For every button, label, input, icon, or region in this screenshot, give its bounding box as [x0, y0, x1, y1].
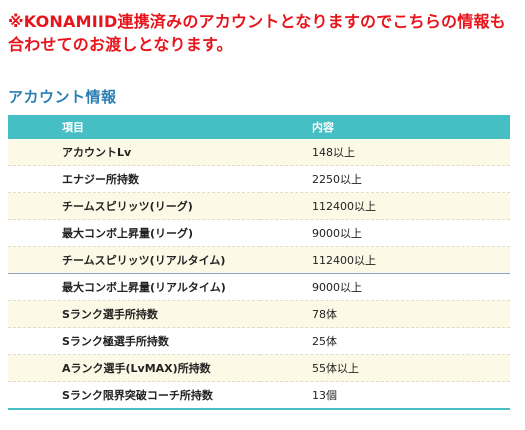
row-value: 2250以上 — [260, 165, 510, 193]
table-row: Sランク選手所持数 78体 — [8, 300, 510, 328]
table-row: エナジー所持数 2250以上 — [8, 165, 510, 193]
row-value: 25体 — [260, 327, 510, 355]
row-item: Aランク選手(LvMAX)所持数 — [8, 354, 260, 382]
row-item: エナジー所持数 — [8, 165, 260, 193]
table-header-row: 項目 内容 — [8, 115, 510, 139]
section-title: アカウント情報 — [8, 88, 117, 106]
header-value: 内容 — [260, 115, 510, 139]
row-item: Sランク限界突破コーチ所持数 — [8, 381, 260, 410]
row-value: 9000以上 — [260, 273, 510, 301]
row-item: チームスピリッツ(リアルタイム) — [8, 246, 260, 274]
table-row: Aランク選手(LvMAX)所持数 55体以上 — [8, 354, 510, 382]
table-row: アカウントLv 148以上 — [8, 139, 510, 166]
header-item: 項目 — [8, 115, 260, 139]
notice-text: ※KONAMIID連携済みのアカウントとなりますのでこちらの情報も合わせてのお渡… — [8, 12, 506, 54]
row-item: 最大コンボ上昇量(リアルタイム) — [8, 273, 260, 301]
row-value: 112400以上 — [260, 246, 510, 274]
table-row: 最大コンボ上昇量(リーグ) 9000以上 — [8, 219, 510, 247]
table-row: チームスピリッツ(リーグ) 112400以上 — [8, 192, 510, 220]
row-value: 148以上 — [260, 139, 510, 166]
row-value: 112400以上 — [260, 192, 510, 220]
row-item: 最大コンボ上昇量(リーグ) — [8, 219, 260, 247]
row-item: Sランク選手所持数 — [8, 300, 260, 328]
table-row: 最大コンボ上昇量(リアルタイム) 9000以上 — [8, 273, 510, 301]
table-row: Sランク限界突破コーチ所持数 13個 — [8, 381, 510, 410]
row-item: Sランク極選手所持数 — [8, 327, 260, 355]
row-value: 13個 — [260, 381, 510, 410]
row-item: アカウントLv — [8, 139, 260, 166]
row-value: 55体以上 — [260, 354, 510, 382]
table-row: Sランク極選手所持数 25体 — [8, 327, 510, 355]
row-value: 78体 — [260, 300, 510, 328]
row-item: チームスピリッツ(リーグ) — [8, 192, 260, 220]
table-row: チームスピリッツ(リアルタイム) 112400以上 — [8, 246, 510, 274]
row-value: 9000以上 — [260, 219, 510, 247]
account-info-table: 項目 内容 アカウントLv 148以上 エナジー所持数 2250以上 チームスピ… — [8, 115, 510, 410]
